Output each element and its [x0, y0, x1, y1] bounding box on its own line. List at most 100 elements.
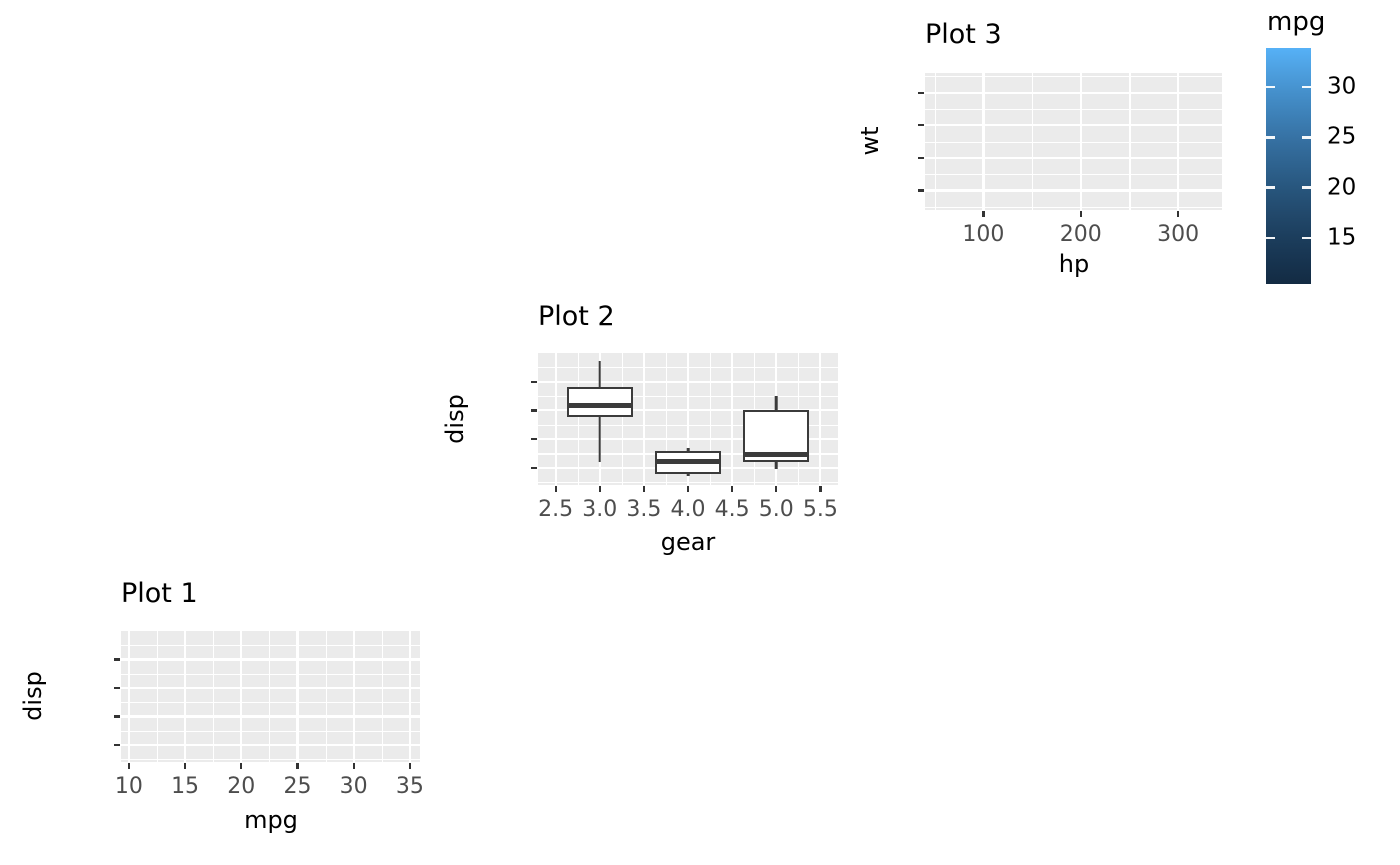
gridline-minor-vertical	[325, 631, 327, 762]
gridline-major-vertical	[408, 631, 411, 762]
gridline-major-vertical	[296, 631, 299, 762]
legend-tick-label: 25	[1327, 123, 1357, 150]
axis-tick-y	[918, 91, 924, 94]
axis-tick-label-x: 25	[283, 774, 312, 799]
gridline-major-vertical	[184, 631, 187, 762]
legend-tick-right	[1302, 136, 1311, 139]
axis-tick-label-x: 3.5	[626, 497, 662, 522]
axis-tick-label-x: 30	[339, 774, 368, 799]
gridline-major-vertical	[1079, 73, 1082, 210]
box	[566, 387, 633, 418]
legend-tick-left	[1266, 136, 1275, 139]
gridline-minor-horizontal	[121, 730, 420, 732]
y-axis-title: disp	[19, 671, 47, 721]
gridline-minor-horizontal	[121, 673, 420, 675]
gridline-major-horizontal	[925, 156, 1222, 159]
axis-tick-label-x: 20	[227, 774, 256, 799]
axis-tick-label-x: 4.5	[714, 497, 750, 522]
plot-title: Plot 3	[925, 19, 1002, 50]
gridline-minor-horizontal	[121, 702, 420, 704]
axis-tick-label-x: 100	[962, 222, 1005, 247]
gridline-minor-vertical	[156, 631, 159, 762]
whisker-lower	[686, 473, 690, 477]
gridline-major-horizontal	[121, 715, 420, 718]
axis-tick-y	[531, 466, 537, 469]
legend-colorbar	[1266, 48, 1311, 284]
axis-tick-y	[531, 409, 537, 412]
axis-tick-x	[554, 486, 557, 492]
axis-tick-label-x: 15	[171, 774, 200, 799]
gridline-minor-vertical	[665, 353, 668, 485]
gridline-major-horizontal	[925, 124, 1222, 127]
legend-tick-left	[1266, 85, 1275, 89]
gridline-major-horizontal	[121, 658, 420, 661]
axis-tick-x	[819, 486, 822, 492]
axis-tick-label-x: 35	[395, 774, 424, 799]
legend-tick-right	[1302, 85, 1311, 89]
legend-tick-label: 20	[1327, 174, 1357, 201]
gridline-minor-horizontal	[121, 645, 420, 647]
gridline-major-vertical	[819, 353, 822, 485]
gridline-minor-horizontal	[925, 108, 1222, 110]
axis-tick-x	[687, 486, 690, 492]
gridline-major-horizontal	[121, 743, 420, 746]
whisker-upper	[774, 395, 778, 411]
legend-tick-label: 15	[1327, 224, 1357, 251]
axis-tick-x	[1079, 211, 1082, 217]
plot-panel	[121, 631, 420, 762]
gridline-major-vertical	[687, 353, 690, 485]
axis-tick-x	[408, 763, 412, 769]
axis-tick-y	[114, 686, 120, 690]
axis-tick-x	[775, 486, 778, 492]
gridline-minor-vertical	[934, 73, 936, 210]
gridline-minor-vertical	[381, 631, 383, 762]
gridline-major-vertical	[240, 631, 243, 762]
axis-tick-x	[296, 763, 299, 769]
gridline-major-horizontal	[121, 686, 420, 690]
gridline-minor-horizontal	[925, 174, 1222, 176]
axis-tick-label-x: 5.0	[758, 497, 794, 522]
axis-tick-label-x: 10	[114, 774, 143, 799]
gridline-major-horizontal	[925, 91, 1222, 94]
whisker-upper	[686, 448, 690, 451]
x-axis-title: gear	[660, 528, 716, 556]
plot-title: Plot 2	[538, 301, 615, 332]
gridline-major-vertical	[352, 631, 355, 762]
median-line	[654, 458, 722, 464]
gridline-minor-vertical	[710, 353, 712, 485]
gridline-major-vertical	[554, 353, 557, 485]
gridline-major-vertical	[642, 353, 645, 485]
legend-tick-label: 30	[1327, 73, 1357, 100]
axis-tick-x	[982, 211, 985, 217]
axis-tick-y	[531, 438, 537, 441]
legend-title: mpg	[1267, 7, 1326, 37]
plot-panel	[538, 353, 838, 485]
gridline-minor-horizontal	[925, 76, 1222, 78]
legend-tick-right	[1302, 186, 1311, 189]
y-axis-title: wt	[856, 126, 884, 156]
gridline-major-vertical	[1177, 73, 1180, 210]
axis-tick-y	[114, 715, 120, 718]
legend-tick-right	[1302, 236, 1311, 240]
axis-tick-label-x: 300	[1157, 222, 1200, 247]
axis-tick-y	[114, 658, 120, 661]
legend-tick-left	[1266, 186, 1275, 189]
axis-tick-label-x: 5.5	[802, 497, 838, 522]
axis-tick-y	[114, 743, 120, 747]
x-axis-title: mpg	[244, 806, 298, 834]
axis-tick-x	[1177, 211, 1180, 217]
gridline-major-vertical	[731, 353, 734, 485]
median-line	[566, 402, 633, 408]
axis-tick-label-x: 2.5	[538, 497, 574, 522]
gridline-minor-vertical	[621, 353, 623, 485]
median-line	[743, 452, 810, 458]
x-axis-title: hp	[1058, 250, 1090, 278]
axis-tick-label-x: 200	[1059, 222, 1102, 247]
plot-title: Plot 1	[121, 578, 198, 609]
gridline-minor-vertical	[213, 631, 215, 762]
whisker-lower	[598, 417, 602, 462]
axis-tick-x	[352, 763, 355, 769]
gridline-major-vertical	[982, 73, 985, 210]
axis-tick-x	[184, 763, 187, 769]
